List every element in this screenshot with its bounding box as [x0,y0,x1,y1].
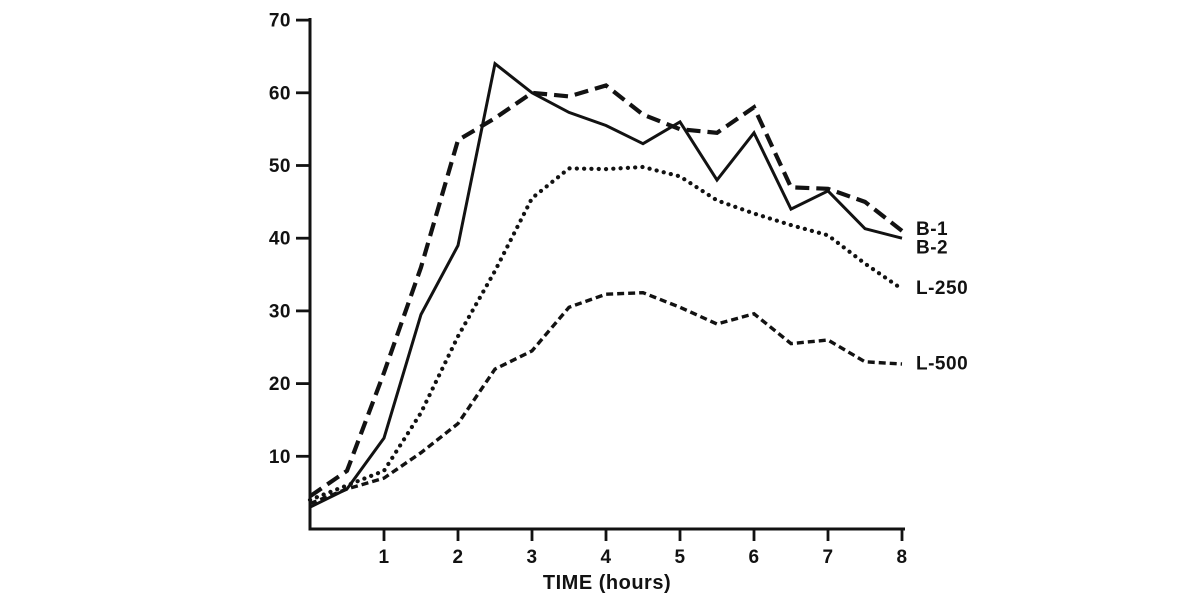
x-tick-label: 3 [526,547,537,568]
y-tick-label: 30 [269,301,291,322]
series-line-b-2 [309,61,903,509]
labels-layer: 10 20 30 40 50 60 70 1 2 3 4 5 6 7 8 B-1B-2 L-250 L-500 [269,11,968,568]
y-tick-label: 20 [269,374,291,395]
series-label-b-1: B-1 [916,219,948,240]
x-tick-label: 5 [674,547,685,568]
series-label-b-2: B-2 [916,237,948,258]
y-tick-label: 10 [269,447,291,468]
x-tick-label: 2 [452,547,463,568]
x-tick-label: 8 [896,547,907,568]
series-line-l-250 [307,164,905,502]
y-tick-label: 40 [269,229,291,250]
series-line-l-500 [309,290,903,506]
x-tick-label: 6 [748,547,759,568]
axes-layer [296,18,905,541]
y-tick-label: 60 [269,83,291,104]
y-tick-label: 70 [269,11,291,32]
series-line-b-1 [308,83,904,499]
x-tick-label: 7 [822,547,833,568]
x-tick-label: 1 [378,547,389,568]
series-label-l-250: L-250 [916,278,968,299]
series-label-l-500: L-500 [916,354,968,375]
x-axis-title: TIME (hours) [543,572,671,594]
series-layer [307,61,905,509]
x-tick-label: 4 [600,547,611,568]
y-tick-label: 50 [269,156,291,177]
